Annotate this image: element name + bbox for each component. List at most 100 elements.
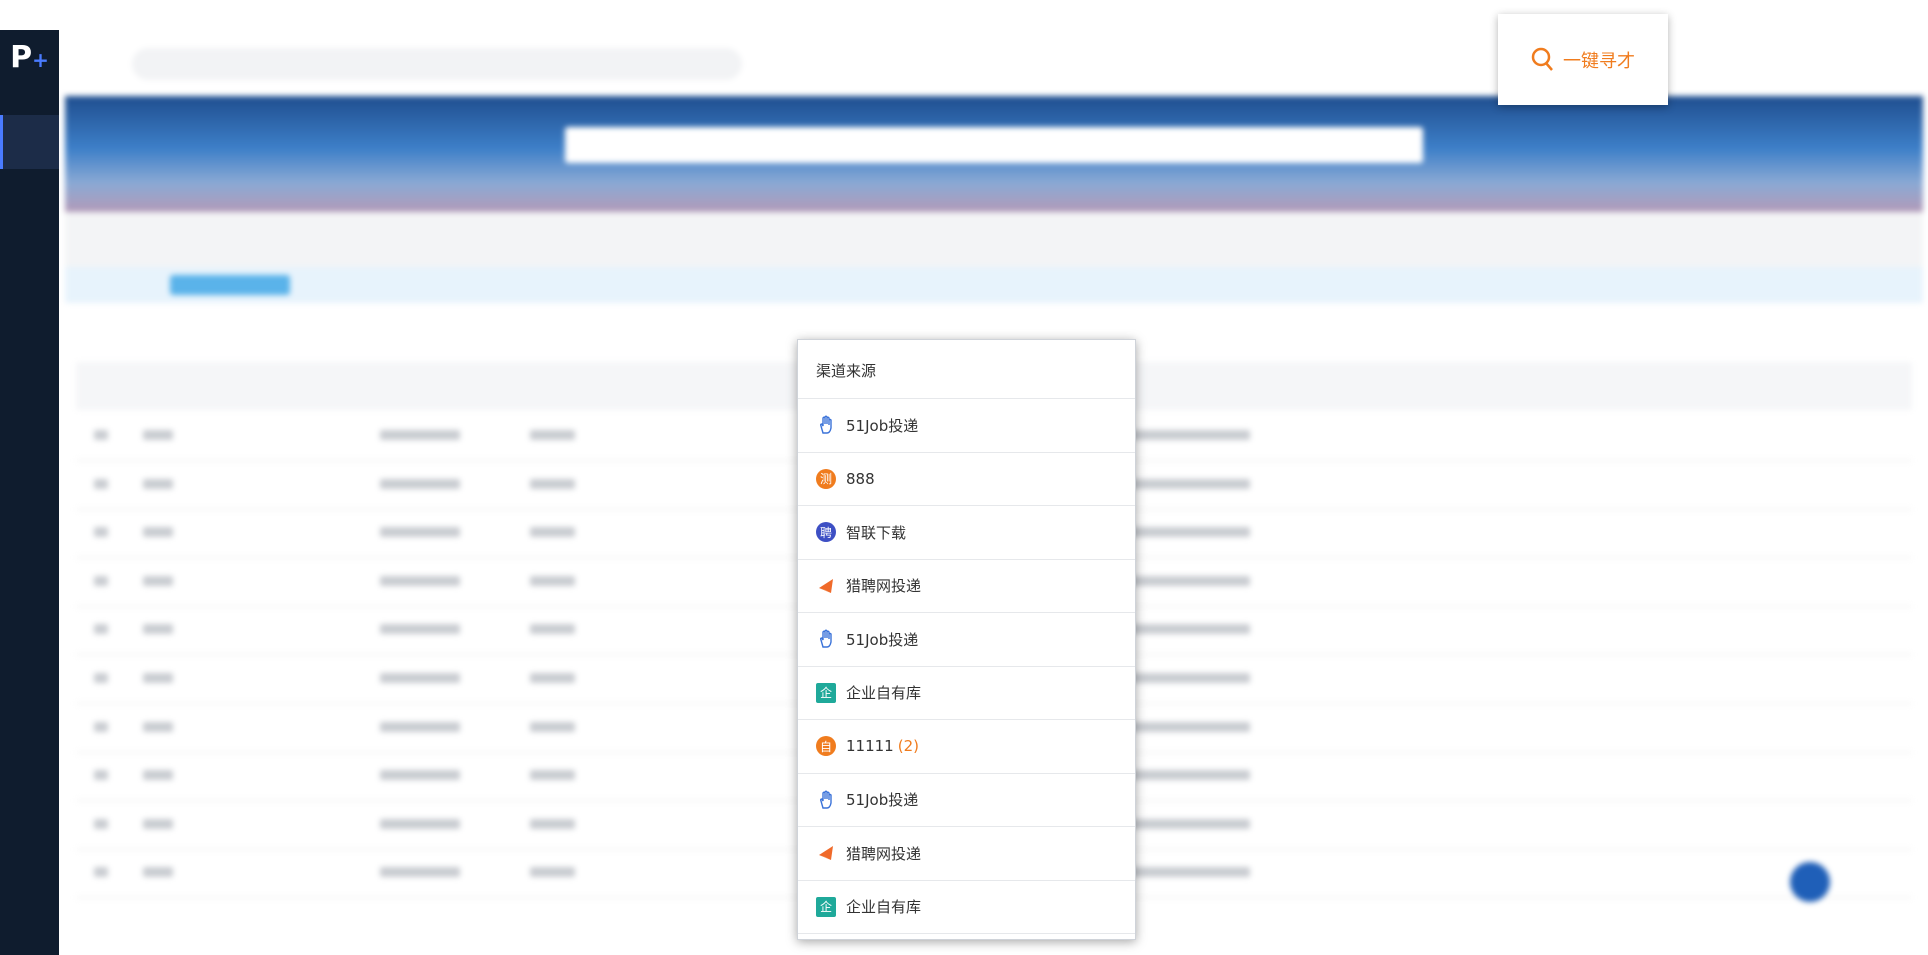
channel-label: 企业自有库	[846, 684, 922, 703]
active-nav[interactable]	[0, 115, 59, 169]
channel-label: 智联下载	[846, 523, 907, 542]
channel-label: 猎聘网投递	[846, 844, 922, 863]
row-placeholder	[380, 624, 460, 635]
row-placeholder	[380, 721, 460, 732]
popup-title: 渠道来源	[798, 340, 1135, 399]
channel-label: 888	[846, 469, 875, 488]
row-placeholder	[1130, 770, 1250, 781]
row-placeholder	[143, 527, 173, 538]
logo-letter: P	[10, 40, 33, 75]
filter-row	[65, 212, 1923, 267]
row-placeholder	[143, 575, 173, 586]
logo-plus: +	[32, 48, 49, 72]
row-placeholder	[1130, 430, 1250, 440]
row-placeholder	[143, 624, 173, 635]
condition-row	[65, 267, 1923, 303]
hand-icon	[819, 790, 832, 809]
row-placeholder	[1130, 673, 1250, 683]
flag-icon	[819, 846, 833, 861]
row-placeholder	[380, 770, 460, 781]
row-placeholder	[530, 818, 575, 829]
channel-icon	[816, 790, 836, 810]
channel-item[interactable]: 企企业自有库	[798, 667, 1135, 720]
channel-item[interactable]: 51Job投递	[798, 399, 1135, 453]
talent-search-button[interactable]: 一键寻才	[1498, 14, 1668, 105]
row-placeholder	[530, 770, 575, 781]
channel-item[interactable]: 51Job投递	[798, 774, 1135, 827]
float-button	[1790, 862, 1830, 902]
channel-icon: 自	[816, 736, 836, 757]
row-placeholder	[94, 575, 108, 586]
channel-icon	[816, 576, 836, 596]
logo: P+	[0, 30, 59, 86]
channel-item[interactable]: 猎聘网投递	[798, 560, 1135, 613]
row-placeholder	[143, 478, 173, 489]
row-placeholder	[380, 575, 460, 586]
row-placeholder	[94, 624, 108, 635]
row-placeholder	[94, 867, 108, 878]
condition-tag	[170, 275, 290, 295]
hand-icon	[819, 629, 832, 648]
row-placeholder	[530, 721, 575, 732]
channel-label: 51Job投递	[846, 416, 919, 435]
row-placeholder	[143, 673, 173, 683]
row-placeholder	[1130, 721, 1250, 732]
row-placeholder	[380, 673, 460, 683]
row-placeholder	[530, 430, 575, 440]
row-placeholder	[530, 624, 575, 635]
row-placeholder	[380, 430, 460, 440]
row-placeholder	[94, 478, 108, 489]
row-placeholder	[143, 867, 173, 878]
hand-icon	[819, 415, 832, 434]
channel-popup: 渠道来源 51Job投递测 888 聘智联下载 猎聘网投递 51Job投递企企业自有库自…	[797, 339, 1136, 940]
row-placeholder	[380, 478, 460, 489]
channel-list: 51Job投递测 888 聘智联下载 猎聘网投递 51Job投递企企业自有库自 11111…	[798, 399, 1135, 934]
channel-label: 11111	[846, 737, 894, 756]
row-placeholder	[1130, 624, 1250, 635]
row-placeholder	[1130, 478, 1250, 489]
channel-icon: 企	[816, 682, 836, 703]
row-placeholder	[94, 770, 108, 781]
channel-item[interactable]: 51Job投递	[798, 613, 1135, 667]
button-label: 一键寻才	[1563, 50, 1635, 72]
row-placeholder	[1130, 527, 1250, 538]
channel-item[interactable]: 猎聘网投递	[798, 827, 1135, 881]
row-placeholder	[94, 818, 108, 829]
row-placeholder	[380, 818, 460, 829]
channel-count: (2)	[897, 737, 919, 756]
row-placeholder	[94, 721, 108, 732]
channel-label: 企业自有库	[846, 898, 922, 917]
row-placeholder	[94, 527, 108, 538]
top-search	[132, 48, 742, 80]
row-placeholder	[530, 575, 575, 586]
channel-icon	[816, 629, 836, 649]
channel-item[interactable]: 自 11111 (2)	[798, 720, 1135, 774]
search-icon	[1531, 47, 1553, 71]
row-placeholder	[380, 867, 460, 878]
channel-item[interactable]: 聘智联下载	[798, 506, 1135, 560]
row-placeholder	[530, 867, 575, 878]
channel-label: 51Job投递	[846, 791, 919, 810]
channel-label: 猎聘网投递	[846, 577, 922, 596]
row-placeholder	[1130, 818, 1250, 829]
row-placeholder	[94, 673, 108, 683]
row-placeholder	[143, 770, 173, 781]
channel-icon: 聘	[816, 522, 836, 543]
flag-icon	[819, 578, 833, 593]
row-placeholder	[94, 430, 108, 440]
row-placeholder	[530, 527, 575, 538]
row-placeholder	[1130, 867, 1250, 878]
row-placeholder	[1130, 575, 1250, 586]
banner-search	[565, 127, 1423, 163]
row-placeholder	[143, 818, 173, 829]
channel-label: 51Job投递	[846, 630, 919, 649]
row-placeholder	[143, 430, 173, 440]
channel-icon	[816, 843, 836, 863]
row-placeholder	[380, 527, 460, 538]
channel-item[interactable]: 测 888	[798, 453, 1135, 506]
channel-icon: 企	[816, 896, 836, 917]
channel-item[interactable]: 企企业自有库	[798, 881, 1135, 934]
sidebar	[0, 30, 59, 955]
channel-icon	[816, 415, 836, 435]
